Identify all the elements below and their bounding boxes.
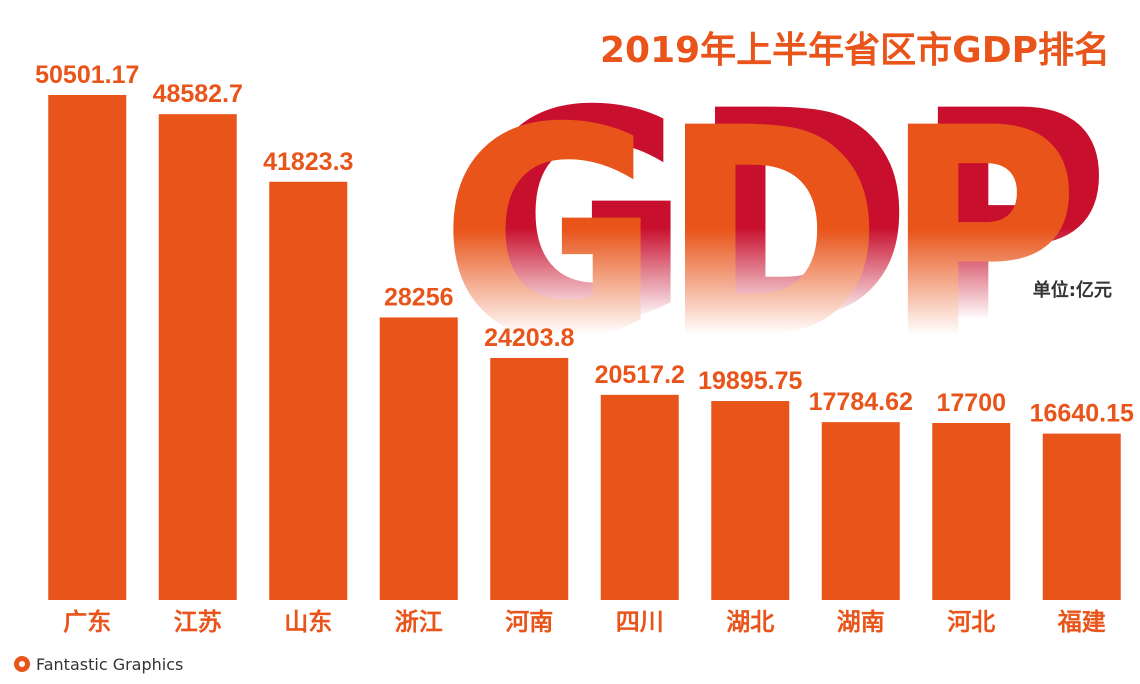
- value-label: 16640.15: [1030, 400, 1134, 428]
- bar: [379, 317, 458, 600]
- x-tick-label: 江苏: [174, 608, 222, 636]
- value-label: 19895.75: [698, 367, 802, 395]
- x-tick-label: 河南: [505, 608, 553, 636]
- bar: [600, 394, 679, 600]
- bar: [821, 422, 900, 600]
- bar: [932, 423, 1011, 600]
- bar: [158, 114, 237, 600]
- value-label: 50501.17: [35, 61, 139, 89]
- x-tick-label: 湖南: [837, 608, 885, 636]
- bar: [1042, 433, 1121, 600]
- value-label: 17784.62: [809, 388, 913, 416]
- value-label: 20517.2: [595, 361, 685, 389]
- value-label: 48582.7: [153, 80, 243, 108]
- x-tick-label: 广东: [63, 608, 111, 636]
- x-tick-label: 福建: [1057, 608, 1106, 636]
- value-label: 24203.8: [484, 324, 574, 352]
- bar: [490, 357, 569, 600]
- value-label: 28256: [384, 283, 454, 311]
- x-tick-label: 湖北: [726, 608, 774, 636]
- value-label: 41823.3: [263, 148, 353, 176]
- x-tick-label: 四川: [616, 608, 664, 636]
- value-label: 17700: [936, 389, 1006, 417]
- bar: [711, 401, 790, 600]
- background-text: GDP: [440, 67, 1080, 404]
- unit-label: 单位:亿元: [1033, 279, 1112, 301]
- background-text-shadow: GDP: [470, 50, 1110, 387]
- x-tick-label: 山东: [284, 608, 332, 636]
- logo-dot: [19, 661, 25, 667]
- bars: 50501.17 广东 48582.7 江苏 41823.3 山东 28256 浙江 24203…: [35, 61, 1134, 636]
- x-tick-label: 河北: [947, 608, 995, 636]
- chart-title: 2019年上半年省区市GDP排名: [600, 30, 1110, 71]
- x-tick-label: 浙江: [395, 608, 443, 636]
- bar: [48, 94, 127, 601]
- source: Fantastic Graphics: [36, 655, 183, 674]
- bar: [269, 181, 348, 600]
